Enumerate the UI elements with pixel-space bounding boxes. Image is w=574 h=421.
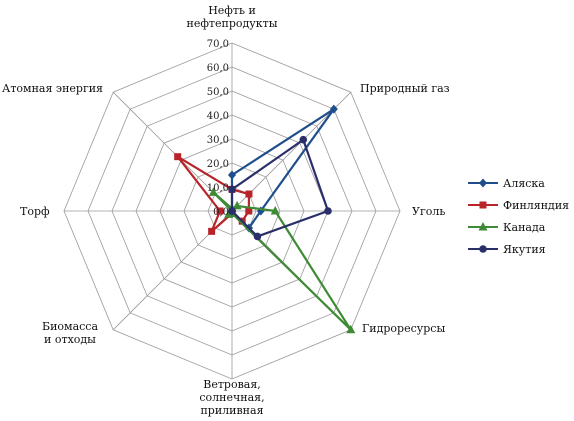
legend-marker [478,222,488,231]
legend-swatch [468,245,498,253]
data-point [228,170,236,180]
data-point [324,207,332,215]
legend-label: Якутия [503,242,546,256]
axis-label: Гидроресурсы [362,322,445,335]
axis-label: Биомасса и отходы [42,320,98,346]
series-line [230,138,330,238]
data-point [232,200,242,210]
tick-label: 0,0 [213,207,229,218]
tick-label: 70,0 [207,39,229,50]
data-point [346,324,356,334]
tick-label: 10,0 [207,183,229,194]
legend-item: Канада [468,216,569,238]
data-point [270,206,280,215]
legend-marker [479,245,487,253]
axis-label: Уголь [412,205,445,218]
data-point [228,185,236,194]
radar-tick-labels: 0,0 10,0 20,0 30,0 40,0 50,0 60,0 70,0 [207,39,229,218]
data-point [216,207,224,215]
axis-label: Атомная энергия [2,82,103,95]
data-point [245,207,253,215]
legend-item: Якутия [468,238,569,260]
legend-marker [479,201,487,209]
data-point [208,187,218,196]
axis-label: Природный газ [360,82,450,95]
axis-label: Торф [20,205,50,218]
tick-label: 40,0 [207,111,229,122]
tick-label: 50,0 [207,87,229,98]
legend-swatch [468,201,498,209]
tick-label: 20,0 [207,159,229,170]
legend-marker [479,178,487,188]
axis-label: Нефть и нефтепродукты [186,4,277,30]
legend-swatch [468,222,498,231]
data-point [299,135,308,144]
legend-item: Аляска [468,172,569,194]
series-circle [228,135,332,241]
data-point [253,232,262,241]
tick-label: 60,0 [207,63,229,74]
legend-item: Финляндия [468,194,569,216]
data-point [174,153,182,161]
data-point [329,104,338,114]
legend-label: Аляска [503,176,545,190]
data-point [228,207,236,215]
data-point [245,190,253,198]
legend-swatch [468,178,498,188]
chart-legend: Аляска Финляндия Канада Якутия [468,172,569,260]
radar-series [174,104,356,334]
data-point [208,227,216,235]
radar-axis-labels: Нефть и нефтепродукты Природный газ Уголь Ги… [2,4,450,417]
tick-label: 30,0 [207,135,229,146]
legend-label: Канада [503,220,546,234]
legend-label: Финляндия [503,198,570,212]
axis-label: Ветровая, солнечная, приливная [199,378,264,417]
